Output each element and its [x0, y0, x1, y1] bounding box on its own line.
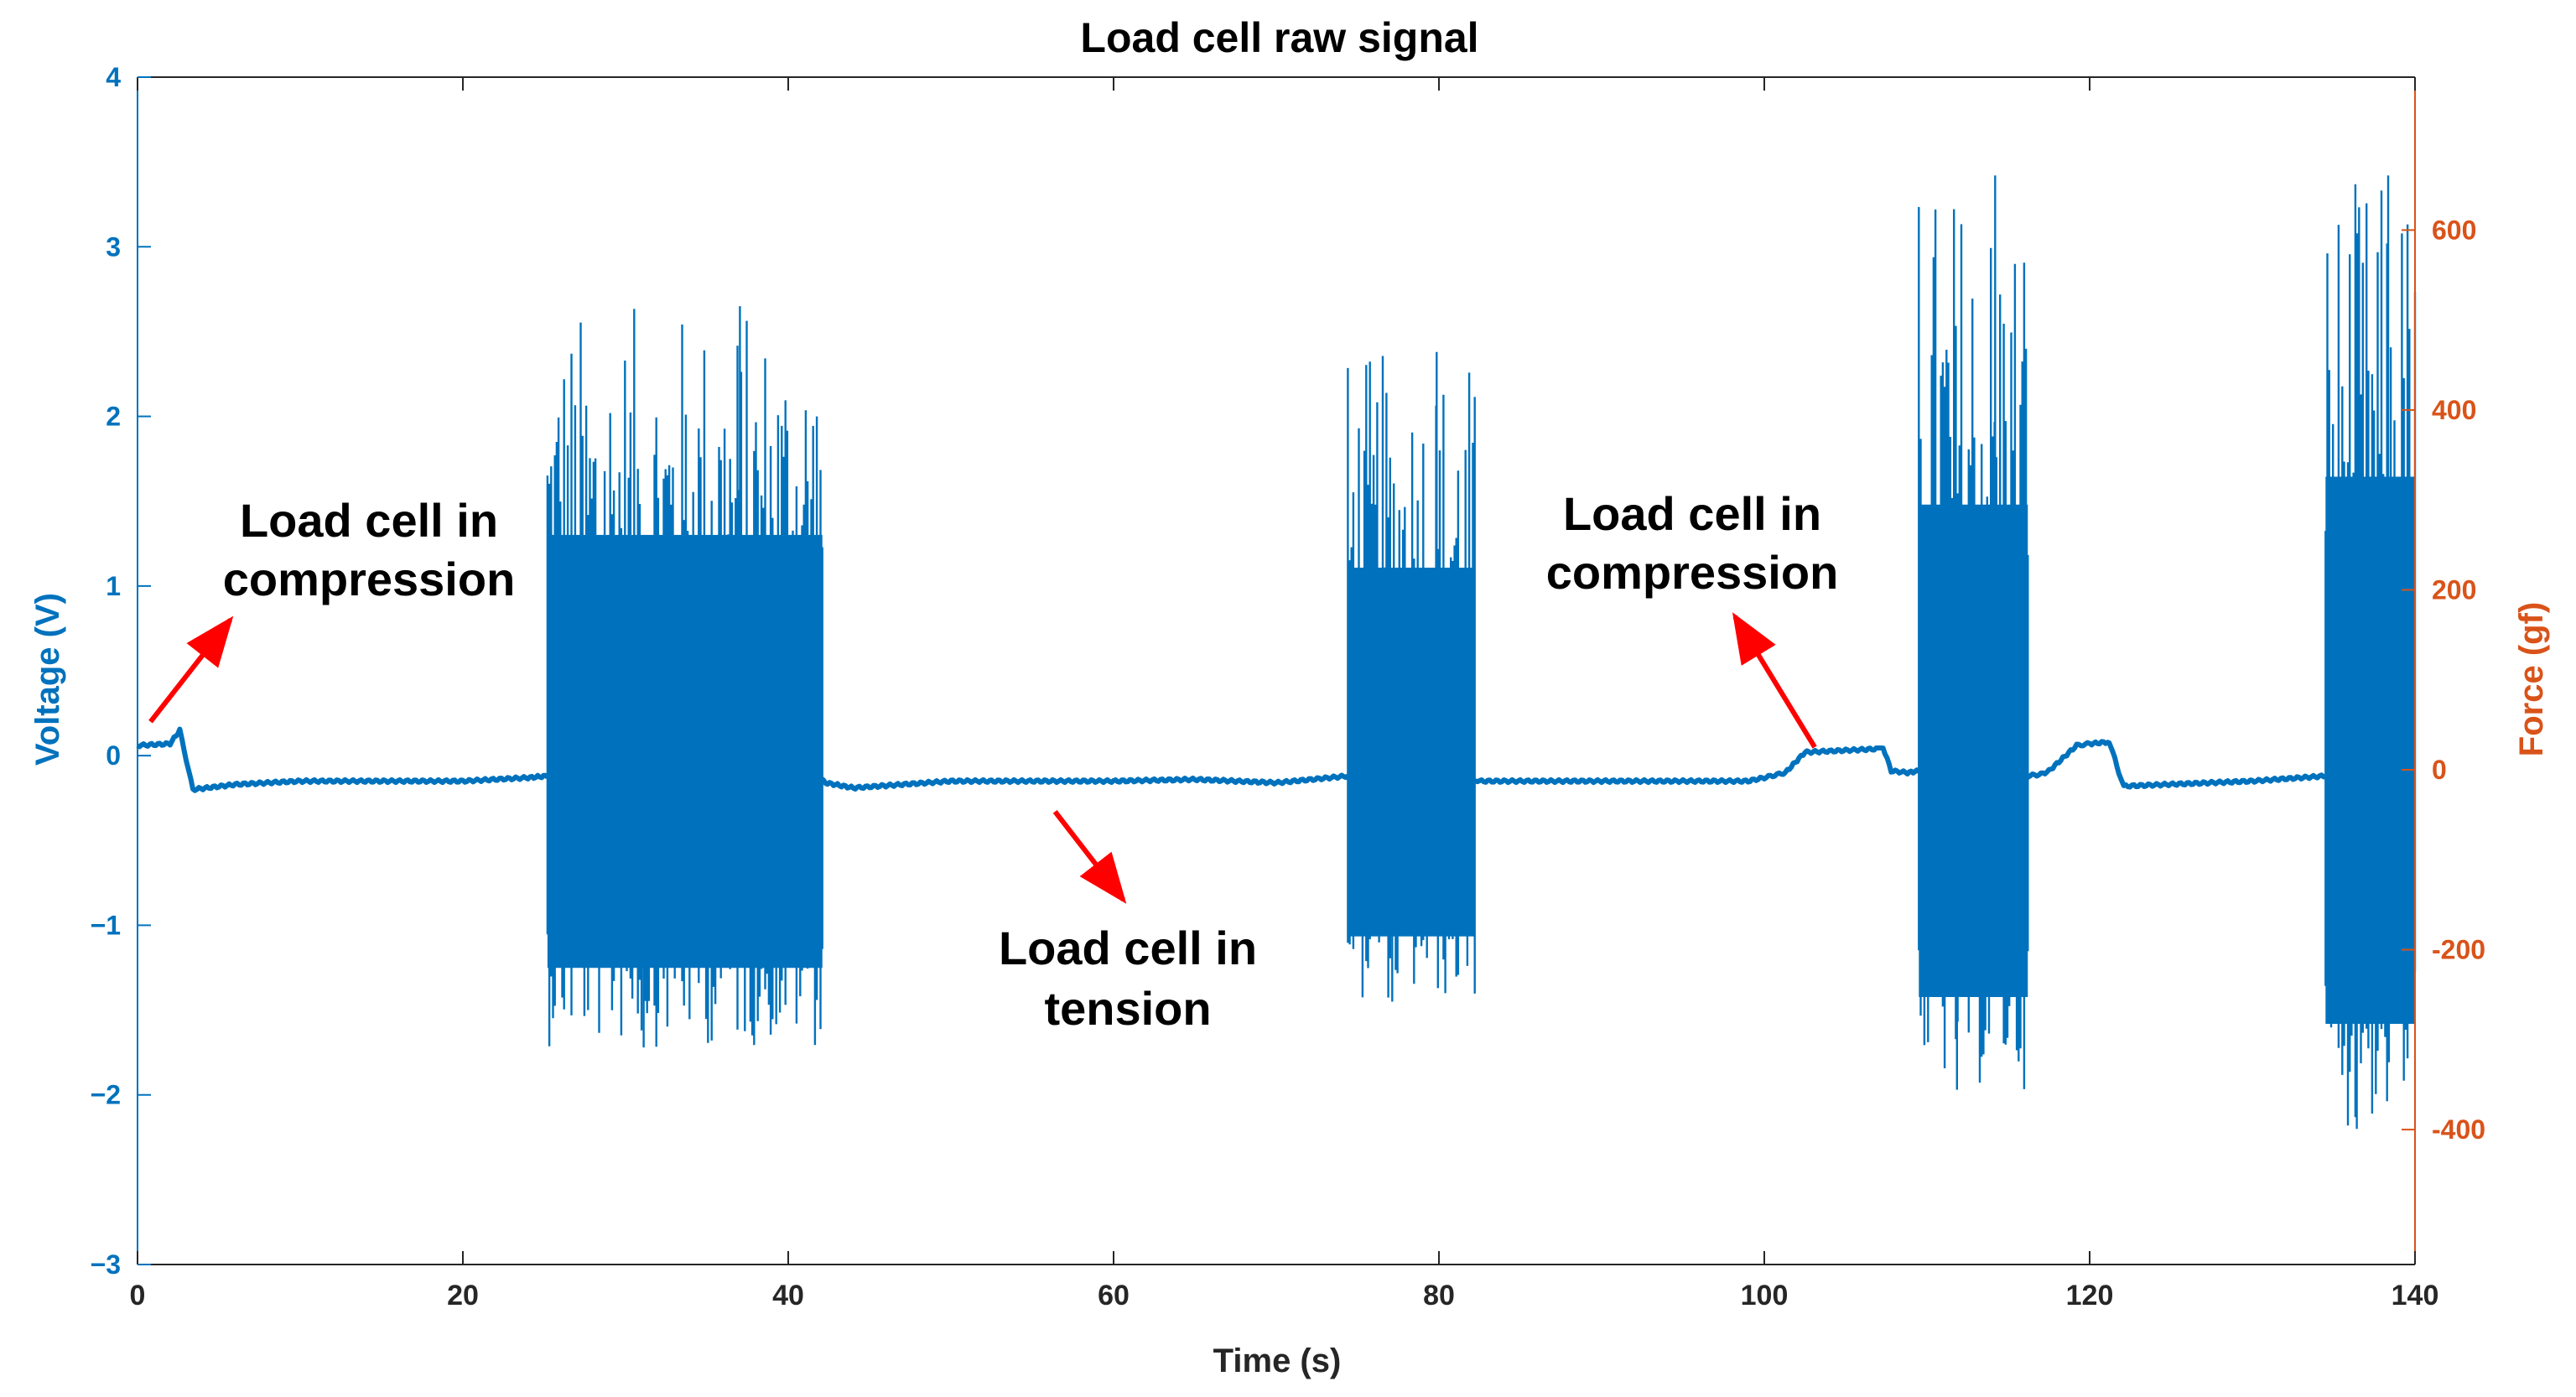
y-axis-left-label: Voltage (V) — [29, 593, 66, 766]
y-left-tick-label: −2 — [91, 1080, 121, 1110]
series-baseline-1 — [136, 726, 549, 793]
series-burst-3 — [1918, 175, 2029, 1090]
series-baseline-3 — [1471, 745, 1921, 786]
x-tick-label: 20 — [447, 1280, 479, 1311]
y-left-tick-label: 4 — [106, 62, 121, 92]
annotation-text-2-line1: Load cell in — [999, 922, 1257, 974]
annotations-layer: Load cell in compression Load cell in tensi… — [148, 487, 1839, 1035]
annotation-text-3-line1: Load cell in — [1563, 487, 1821, 540]
series-burst-2 — [1347, 351, 1476, 1002]
annotation-text-1-line2: compression — [223, 553, 516, 605]
y-left-tick-label: 0 — [106, 740, 121, 771]
annotation-text-1-line1: Load cell in — [240, 494, 498, 547]
y-left-tick-label: 3 — [106, 231, 121, 262]
y-right-tick-label: 200 — [2432, 574, 2476, 605]
y-left-tick-label: −3 — [91, 1249, 121, 1280]
y-right-tick-label: 0 — [2432, 755, 2447, 785]
series-baseline-4 — [2024, 739, 2326, 790]
y-right-tick-label: -200 — [2432, 935, 2485, 965]
x-tick-label: 0 — [130, 1280, 146, 1311]
y-axis-right-label: Force (gf) — [2513, 602, 2550, 756]
y-right-tick-label: 600 — [2432, 215, 2476, 245]
y-left-tick-label: 2 — [106, 402, 121, 432]
series-burst-1 — [546, 306, 823, 1048]
annotation-arrow-2 — [1052, 810, 1127, 904]
x-tick-label: 40 — [772, 1280, 804, 1311]
series-burst-4 — [2324, 175, 2417, 1130]
axes-layer — [137, 76, 2416, 1265]
ticks-layer: 0 20 40 60 80 100 120 140 −3 −2 −1 0 1 2 3 4 -400 -200 0 20… — [91, 62, 2486, 1311]
x-tick-label: 60 — [1098, 1280, 1130, 1311]
series-layer — [136, 175, 2417, 1130]
y-left-tick-label: −1 — [91, 910, 121, 940]
annotation-arrow-1 — [148, 615, 234, 724]
series-baseline-2 — [818, 772, 1350, 792]
x-axis-label: Time (s) — [1213, 1342, 1342, 1379]
y-right-tick-label: -400 — [2432, 1114, 2485, 1145]
x-tick-label: 140 — [2392, 1280, 2439, 1311]
x-tick-label: 100 — [1741, 1280, 1789, 1311]
annotation-text-2-line2: tension — [1044, 982, 1211, 1035]
x-tick-label: 120 — [2066, 1280, 2114, 1311]
annotation-arrow-3 — [1732, 612, 1817, 749]
y-left-tick-label: 1 — [106, 571, 121, 601]
x-tick-label: 80 — [1423, 1280, 1455, 1311]
y-right-tick-label: 400 — [2432, 395, 2476, 425]
annotation-text-3-line2: compression — [1546, 546, 1839, 599]
chart-title: Load cell raw signal — [1080, 14, 1478, 61]
